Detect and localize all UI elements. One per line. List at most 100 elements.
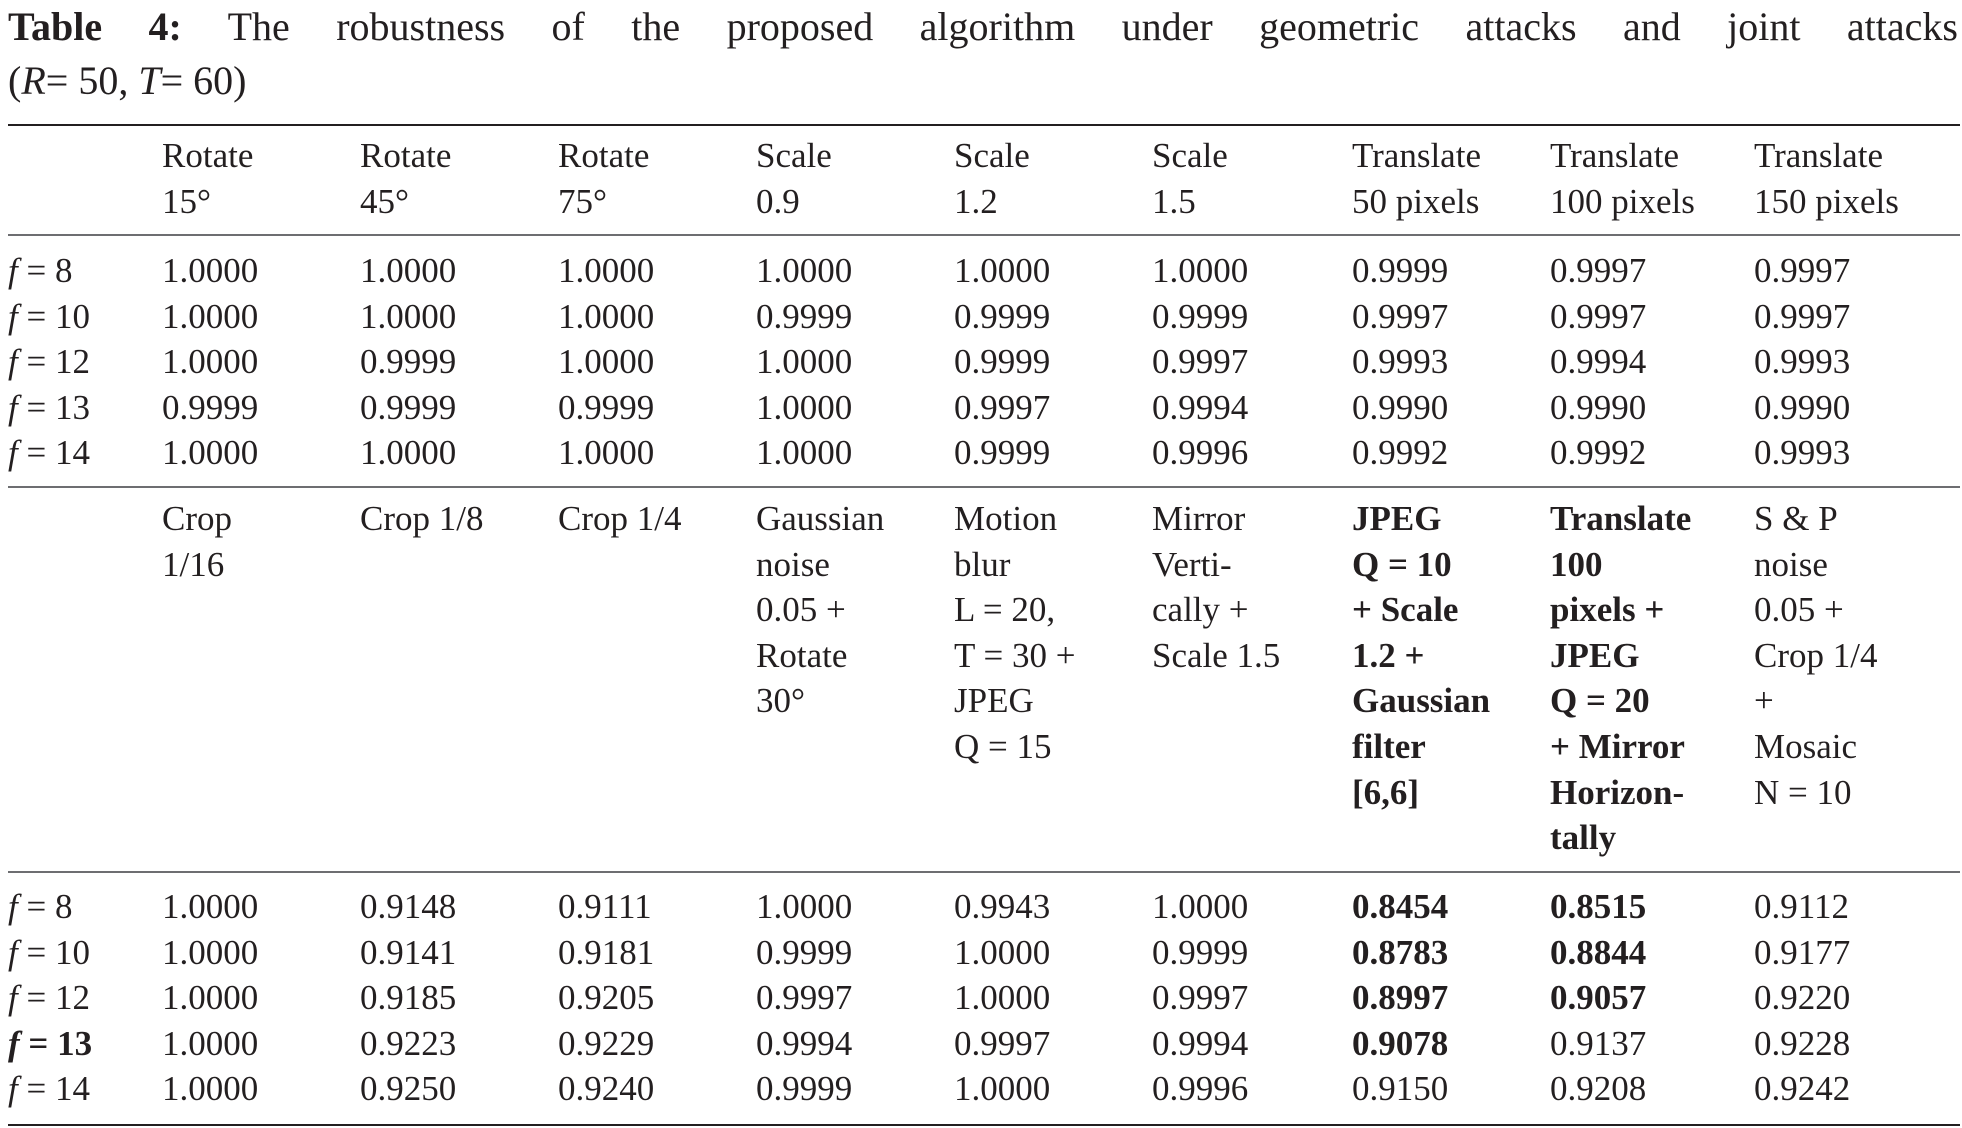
table-cell: 0.9997 [1152, 342, 1249, 382]
column-header-line: JPEG [1352, 499, 1442, 538]
table-cell: 1.0000 [756, 887, 853, 926]
table-cell: 0.9994 [1152, 1023, 1249, 1063]
table-cell: 0.9993 [1754, 342, 1851, 382]
table-cell: 0.9177 [1754, 932, 1851, 972]
table-cell: 0.8454 [1352, 887, 1449, 926]
table-cell: 1.0000 [162, 1023, 259, 1063]
table-cell: 0.9997 [954, 387, 1051, 427]
column-header-line: Scale [954, 136, 1030, 175]
table-cell: 0.9992 [1352, 433, 1449, 473]
column-header-line: Rotate [360, 136, 452, 175]
table-cell: 0.9999 [162, 387, 259, 427]
table-cell: 0.9078 [1352, 1023, 1449, 1063]
row-label: f = 10 [8, 932, 90, 972]
row-label: f = 13 [8, 1023, 93, 1063]
column-header-line: L = 20, [954, 590, 1056, 630]
table-cell: 0.9057 [1550, 978, 1647, 1018]
column-header-line: noise [756, 544, 830, 584]
table-cell: 1.0000 [558, 433, 655, 473]
table-cell: 1.0000 [954, 1069, 1051, 1109]
column-header-line: Translate [1352, 136, 1481, 175]
table-cell: 1.0000 [360, 296, 457, 336]
table-cell: 0.9997 [1550, 296, 1647, 336]
table-cell: 0.9997 [1550, 251, 1647, 290]
table-cell: 1.0000 [558, 251, 655, 290]
table-cell: 0.9999 [756, 1069, 853, 1109]
table-cell: 1.0000 [954, 251, 1051, 290]
row-label: f = 13 [8, 387, 90, 427]
table-cell: 1.0000 [558, 296, 655, 336]
column-header-line: T = 30 + [954, 635, 1076, 675]
row-label: f = 14 [8, 1069, 90, 1109]
column-header-line: Q = 20 [1550, 681, 1650, 721]
table-cell: 0.9999 [1152, 932, 1249, 972]
column-header-line: Horizon- [1550, 772, 1685, 812]
row-label: f = 8 [8, 251, 73, 290]
table-cell: 1.0000 [162, 296, 259, 336]
table-cell: 0.9208 [1550, 1069, 1647, 1109]
header2-rule [8, 871, 1960, 873]
table-cell: 0.9994 [1550, 342, 1647, 382]
table-cell: 0.9229 [558, 1023, 655, 1063]
table-cell: 0.9148 [360, 887, 457, 926]
table-cell: 0.9181 [558, 932, 655, 972]
column-header-line: 50 pixels [1352, 181, 1480, 221]
table-cell: 0.9999 [360, 342, 457, 382]
table-cell: 0.9999 [954, 296, 1051, 336]
table-cell: 1.0000 [558, 342, 655, 382]
table-cell: 0.9943 [954, 887, 1051, 926]
table-cell: 0.9999 [360, 387, 457, 427]
caption-text: The robustness of the proposed algorithm… [227, 4, 1958, 49]
table-cell: 0.9994 [1152, 387, 1249, 427]
column-header-line: Crop [162, 499, 232, 538]
table-bottom-rule [8, 1124, 1960, 1126]
column-header-line: 1.2 [954, 181, 998, 221]
table-cell: 1.0000 [756, 342, 853, 382]
table-cell: 1.0000 [162, 978, 259, 1018]
table-cell: 0.9996 [1152, 1069, 1249, 1109]
table-cell: 0.9999 [756, 296, 853, 336]
table-top-rule [8, 124, 1960, 126]
table-cell: 1.0000 [1152, 251, 1249, 290]
table-cell: 0.9997 [1754, 296, 1851, 336]
table-cell: 0.9150 [1352, 1069, 1449, 1109]
table-cell: 1.0000 [954, 978, 1051, 1018]
table-cell: 0.9992 [1550, 433, 1647, 473]
column-header-line: 1/16 [162, 544, 225, 584]
column-header-line: JPEG [1550, 635, 1640, 675]
table-cell: 0.9185 [360, 978, 457, 1018]
table-cell: 0.9999 [1352, 251, 1449, 290]
table-cell: 0.9137 [1550, 1023, 1647, 1063]
column-header-line: + Mirror [1550, 727, 1685, 766]
column-header-line: 30° [756, 681, 805, 721]
table-cell: 1.0000 [162, 887, 259, 926]
column-header-line: blur [954, 544, 1011, 584]
table-cell: 1.0000 [1152, 887, 1249, 926]
column-header-line: 1.5 [1152, 181, 1196, 221]
column-header-line: [6,6] [1352, 772, 1420, 812]
column-header-line: 1.2 + [1352, 635, 1425, 675]
column-header-line: 100 [1550, 544, 1603, 584]
table-cell: 1.0000 [756, 387, 853, 427]
column-header-line: tally [1550, 818, 1617, 858]
row-label: f = 14 [8, 433, 90, 473]
table-caption: Table 4: The robustness of the proposed … [8, 0, 1958, 108]
row-label: f = 10 [8, 296, 90, 336]
table-cell: 0.9997 [1352, 296, 1449, 336]
column-header-line: JPEG [954, 681, 1034, 721]
column-header-line: + Scale [1352, 590, 1459, 630]
column-header-line: noise [1754, 544, 1828, 584]
column-header-line: Q = 15 [954, 727, 1052, 766]
table-cell: 1.0000 [162, 342, 259, 382]
column-header-line: 0.9 [756, 181, 800, 221]
column-header-line: Gaussian [1352, 681, 1491, 721]
column-header-line: Rotate [558, 136, 650, 175]
table-cell: 0.9220 [1754, 978, 1851, 1018]
table-cell: 1.0000 [954, 932, 1051, 972]
table-cell: 0.9242 [1754, 1069, 1851, 1109]
table-cell: 0.8997 [1352, 978, 1449, 1018]
column-header-line: Verti- [1152, 544, 1232, 584]
table-cell: 0.9997 [756, 978, 853, 1018]
table-cell: 0.9141 [360, 932, 457, 972]
table-cell: 0.8515 [1550, 887, 1647, 926]
